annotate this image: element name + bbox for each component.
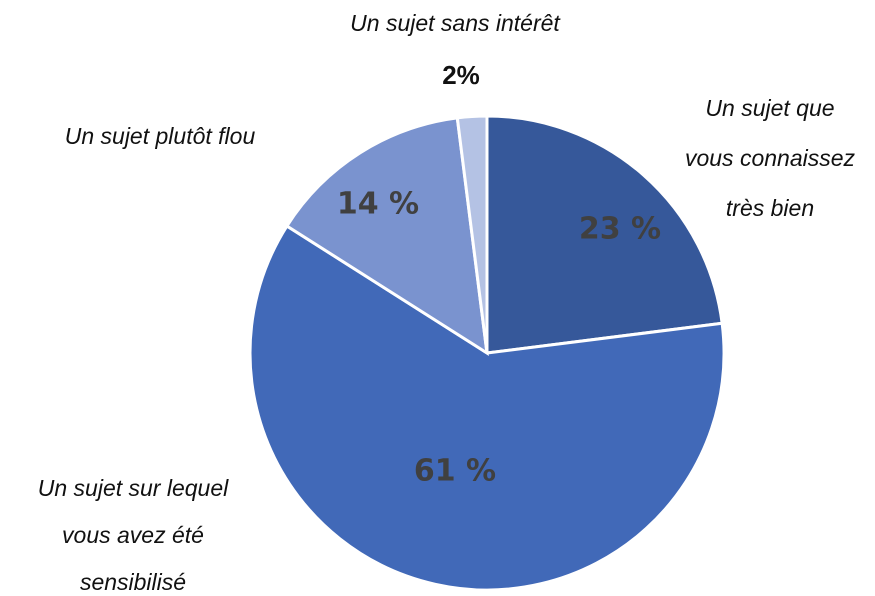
category-label: Un sujet que vous connaissez très bien: [685, 95, 856, 221]
value-label: 61 %: [414, 454, 496, 489]
category-label-line: Un sujet sans intérêt: [350, 10, 561, 36]
category-label-line: vous avez été: [62, 522, 204, 548]
pie-slice: [284, 116, 489, 356]
pie-slice: [485, 114, 724, 355]
value-label: 23 %: [579, 212, 661, 247]
pie-slice: [248, 223, 726, 592]
value-label: 14 %: [337, 187, 419, 222]
category-label-line: Un sujet sur lequel: [38, 475, 229, 501]
category-label-line: Un sujet plutôt flou: [65, 123, 256, 149]
category-label: Un sujet sur lequel vous avez été sensibil…: [38, 475, 229, 595]
pie-slice: [455, 114, 489, 354]
category-label-line: vous connaissez: [685, 145, 856, 171]
category-label-line: très bien: [726, 195, 814, 221]
category-label: Un sujet sans intérêt: [350, 10, 561, 36]
value-label: 2%: [442, 60, 480, 90]
category-label-line: sensibilisé: [80, 569, 186, 595]
category-label-line: Un sujet que: [705, 95, 834, 121]
category-label: Un sujet plutôt flou: [65, 123, 256, 149]
